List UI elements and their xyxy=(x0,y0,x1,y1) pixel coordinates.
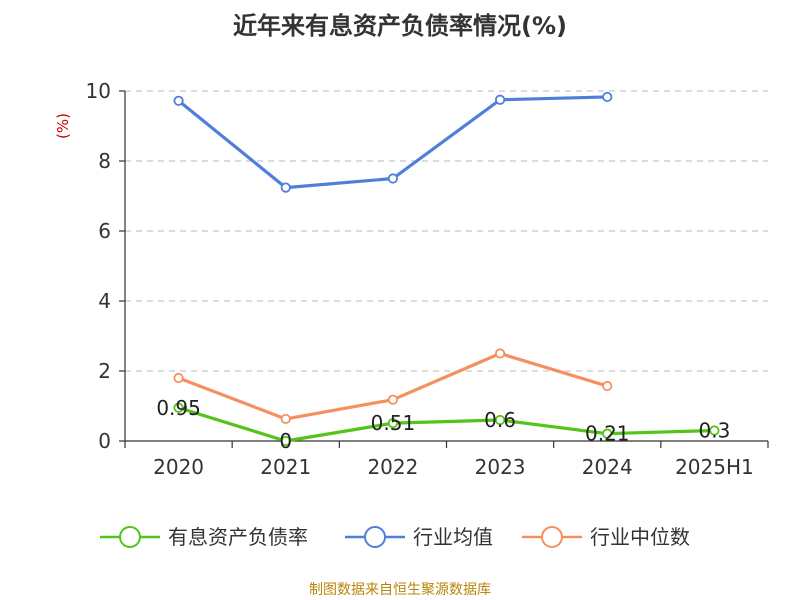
legend-label: 有息资产负债率 xyxy=(168,525,308,549)
x-tick-label: 2023 xyxy=(475,455,526,479)
series-group xyxy=(173,91,720,447)
legend-marker xyxy=(119,526,141,548)
legend-marker xyxy=(541,526,563,548)
data-point xyxy=(602,91,613,103)
legend: 有息资产负债率 行业均值 行业中位数 xyxy=(100,525,690,549)
series-1 xyxy=(173,402,720,447)
y-tick-label: 10 xyxy=(86,79,111,103)
y-axis-unit-label: (%) xyxy=(54,113,72,139)
legend-marker xyxy=(364,526,386,548)
series-3 xyxy=(173,348,613,425)
x-tick-label: 2024 xyxy=(582,455,633,479)
series-line xyxy=(178,406,715,443)
x-tick-label: 2020 xyxy=(153,455,204,479)
data-point xyxy=(280,413,291,425)
y-tick-label: 8 xyxy=(98,149,111,173)
legend-label: 行业均值 xyxy=(413,525,493,549)
data-label: 0.3 xyxy=(699,419,731,443)
x-tick-label: 2022 xyxy=(367,455,418,479)
data-point xyxy=(494,94,506,105)
y-tick-label: 4 xyxy=(98,289,111,313)
y-tick-label: 0 xyxy=(98,429,111,453)
gridlines xyxy=(125,90,768,372)
legend-label: 行业中位数 xyxy=(590,525,690,549)
data-point xyxy=(387,173,399,184)
data-label: 0.95 xyxy=(156,396,201,420)
data-labels: 0.95 0 0.51 0.6 0.21 0.3 xyxy=(156,396,730,453)
y-tick-label: 6 xyxy=(98,219,111,243)
data-label: 0 xyxy=(279,429,292,453)
data-label: 0.51 xyxy=(371,411,416,435)
data-point xyxy=(494,348,506,359)
data-label: 0.6 xyxy=(484,408,516,432)
data-point xyxy=(173,95,184,106)
legend-item: 行业中位数 xyxy=(522,525,690,549)
data-point xyxy=(494,414,506,426)
source-note: 制图数据来自恒生聚源数据库 xyxy=(309,582,491,598)
series-2 xyxy=(173,91,613,193)
data-point xyxy=(709,425,720,436)
data-point xyxy=(387,394,399,405)
legend-item: 行业均值 xyxy=(345,525,493,549)
data-point xyxy=(602,428,613,439)
x-tick-label: 2025H1 xyxy=(675,455,754,479)
data-point xyxy=(602,380,613,392)
series-line xyxy=(178,351,608,421)
x-tick-label: 2021 xyxy=(260,455,311,479)
y-tick-label: 2 xyxy=(98,359,111,383)
data-point xyxy=(173,402,184,413)
data-point xyxy=(280,435,291,447)
data-label: 0.21 xyxy=(585,422,630,446)
chart-title: 近年来有息资产负债率情况(%) xyxy=(233,12,567,40)
data-point xyxy=(280,182,291,193)
data-point xyxy=(173,372,184,384)
data-point xyxy=(387,418,399,429)
legend-item: 有息资产负债率 xyxy=(100,525,308,549)
axes: 0 2 4 6 8 10 2020 2021 2022 2023 2024 2025H1 xyxy=(86,79,769,479)
